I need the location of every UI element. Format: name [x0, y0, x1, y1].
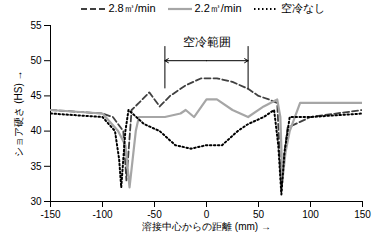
svg-text:-50: -50: [147, 209, 162, 220]
html-text:2.2㎥/min: 2.2㎥/min: [194, 2, 242, 14]
svg-text:100: 100: [302, 209, 319, 220]
svg-text:ショア硬さ (HS) →: ショア硬さ (HS) →: [13, 70, 24, 156]
svg-text:0: 0: [204, 209, 210, 220]
svg-text:-100: -100: [92, 209, 112, 220]
svg-text:40: 40: [30, 125, 42, 136]
svg-text:50: 50: [30, 55, 42, 66]
svg-text:45: 45: [30, 90, 42, 101]
svg-text:55: 55: [30, 20, 42, 31]
html-text:2.8㎥/min: 2.8㎥/min: [108, 2, 156, 14]
svg-text:溶接中心からの距離 (mm) →: 溶接中心からの距離 (mm) →: [142, 221, 271, 232]
svg-text:50: 50: [253, 209, 265, 220]
svg-text:-150: -150: [40, 209, 60, 220]
svg-text:空冷範囲: 空冷範囲: [183, 35, 231, 49]
svg-text:35: 35: [30, 161, 42, 172]
svg-text:30: 30: [30, 196, 42, 207]
html-text:空冷なし: 空冷なし: [280, 2, 325, 14]
svg-text:150: 150: [354, 209, 371, 220]
